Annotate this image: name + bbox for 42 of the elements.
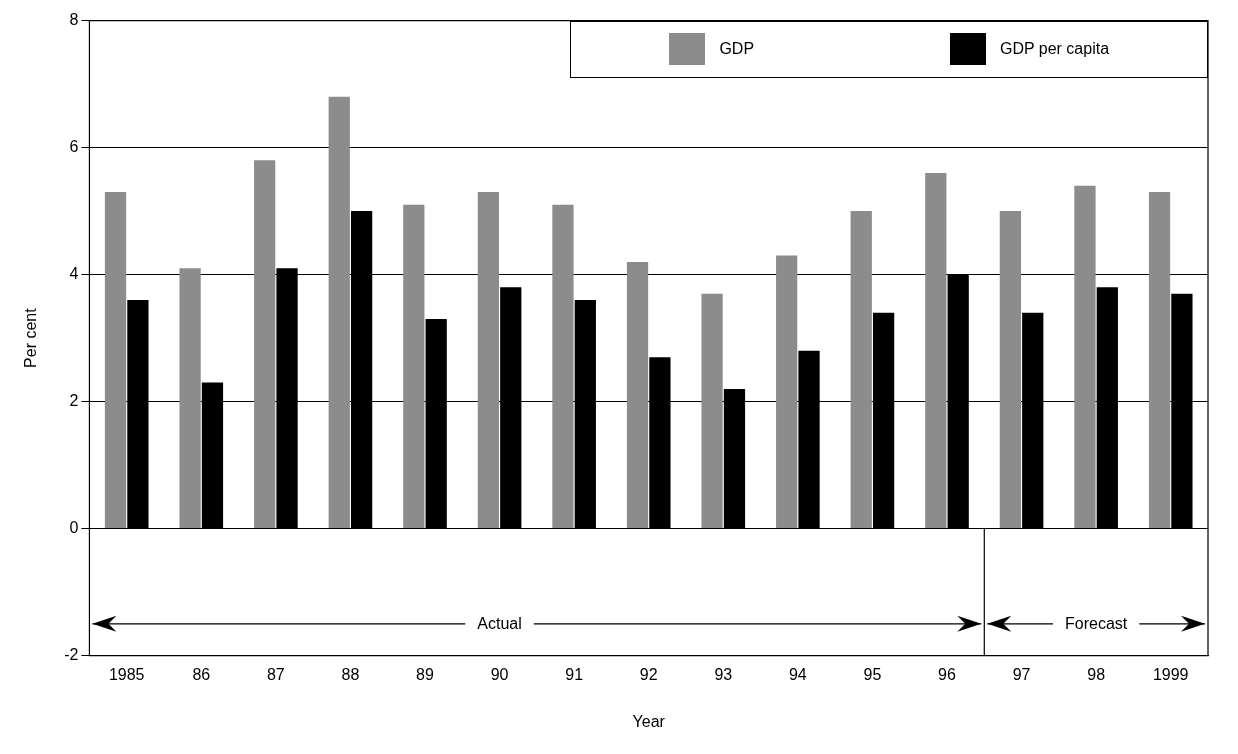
bar bbox=[999, 211, 1022, 529]
x-tick-label: 90 bbox=[490, 665, 509, 683]
x-tick-label: 97 bbox=[1012, 665, 1031, 683]
y-tick-label: 4 bbox=[69, 265, 79, 283]
bar bbox=[1074, 185, 1096, 529]
x-tick-label: 91 bbox=[565, 665, 584, 683]
x-tick-label: 93 bbox=[714, 665, 733, 683]
x-tick-label: 86 bbox=[192, 665, 211, 683]
bar bbox=[104, 192, 127, 529]
x-tick-label: 94 bbox=[788, 665, 807, 683]
bar bbox=[328, 96, 350, 529]
legend-label: GDP per capita bbox=[999, 40, 1110, 59]
x-tick-label: 98 bbox=[1087, 665, 1106, 683]
x-tick-label: 1985 bbox=[108, 665, 145, 683]
x-tick-label: 87 bbox=[266, 665, 285, 683]
y-tick-label: 6 bbox=[69, 138, 79, 156]
y-axis-title: Per cent bbox=[22, 307, 40, 368]
annotation: Actual bbox=[476, 613, 523, 634]
y-tick-label: 2 bbox=[69, 392, 79, 410]
bar bbox=[701, 293, 723, 529]
bar bbox=[850, 211, 872, 529]
bar bbox=[925, 173, 947, 529]
bar bbox=[403, 204, 425, 529]
y-tick-label: -2 bbox=[64, 646, 79, 664]
x-axis-title: Year bbox=[632, 712, 666, 730]
x-tick-label: 88 bbox=[341, 665, 360, 683]
y-tick-label: 0 bbox=[69, 519, 79, 537]
annotation: Forecast bbox=[1064, 613, 1129, 634]
x-tick-label: 96 bbox=[938, 665, 956, 683]
bar bbox=[179, 268, 201, 529]
x-tick-label: 1999 bbox=[1152, 665, 1189, 683]
x-tick-label: 89 bbox=[416, 665, 434, 683]
bar bbox=[552, 204, 574, 529]
legend-label: GDP bbox=[719, 40, 755, 59]
bar bbox=[477, 192, 500, 529]
x-tick-label: 92 bbox=[639, 665, 658, 683]
x-tick-label: 95 bbox=[863, 665, 882, 683]
y-tick-label: 8 bbox=[69, 11, 79, 29]
bar bbox=[254, 160, 276, 529]
bar bbox=[626, 261, 649, 529]
bar bbox=[776, 255, 798, 529]
bar bbox=[1148, 192, 1171, 529]
